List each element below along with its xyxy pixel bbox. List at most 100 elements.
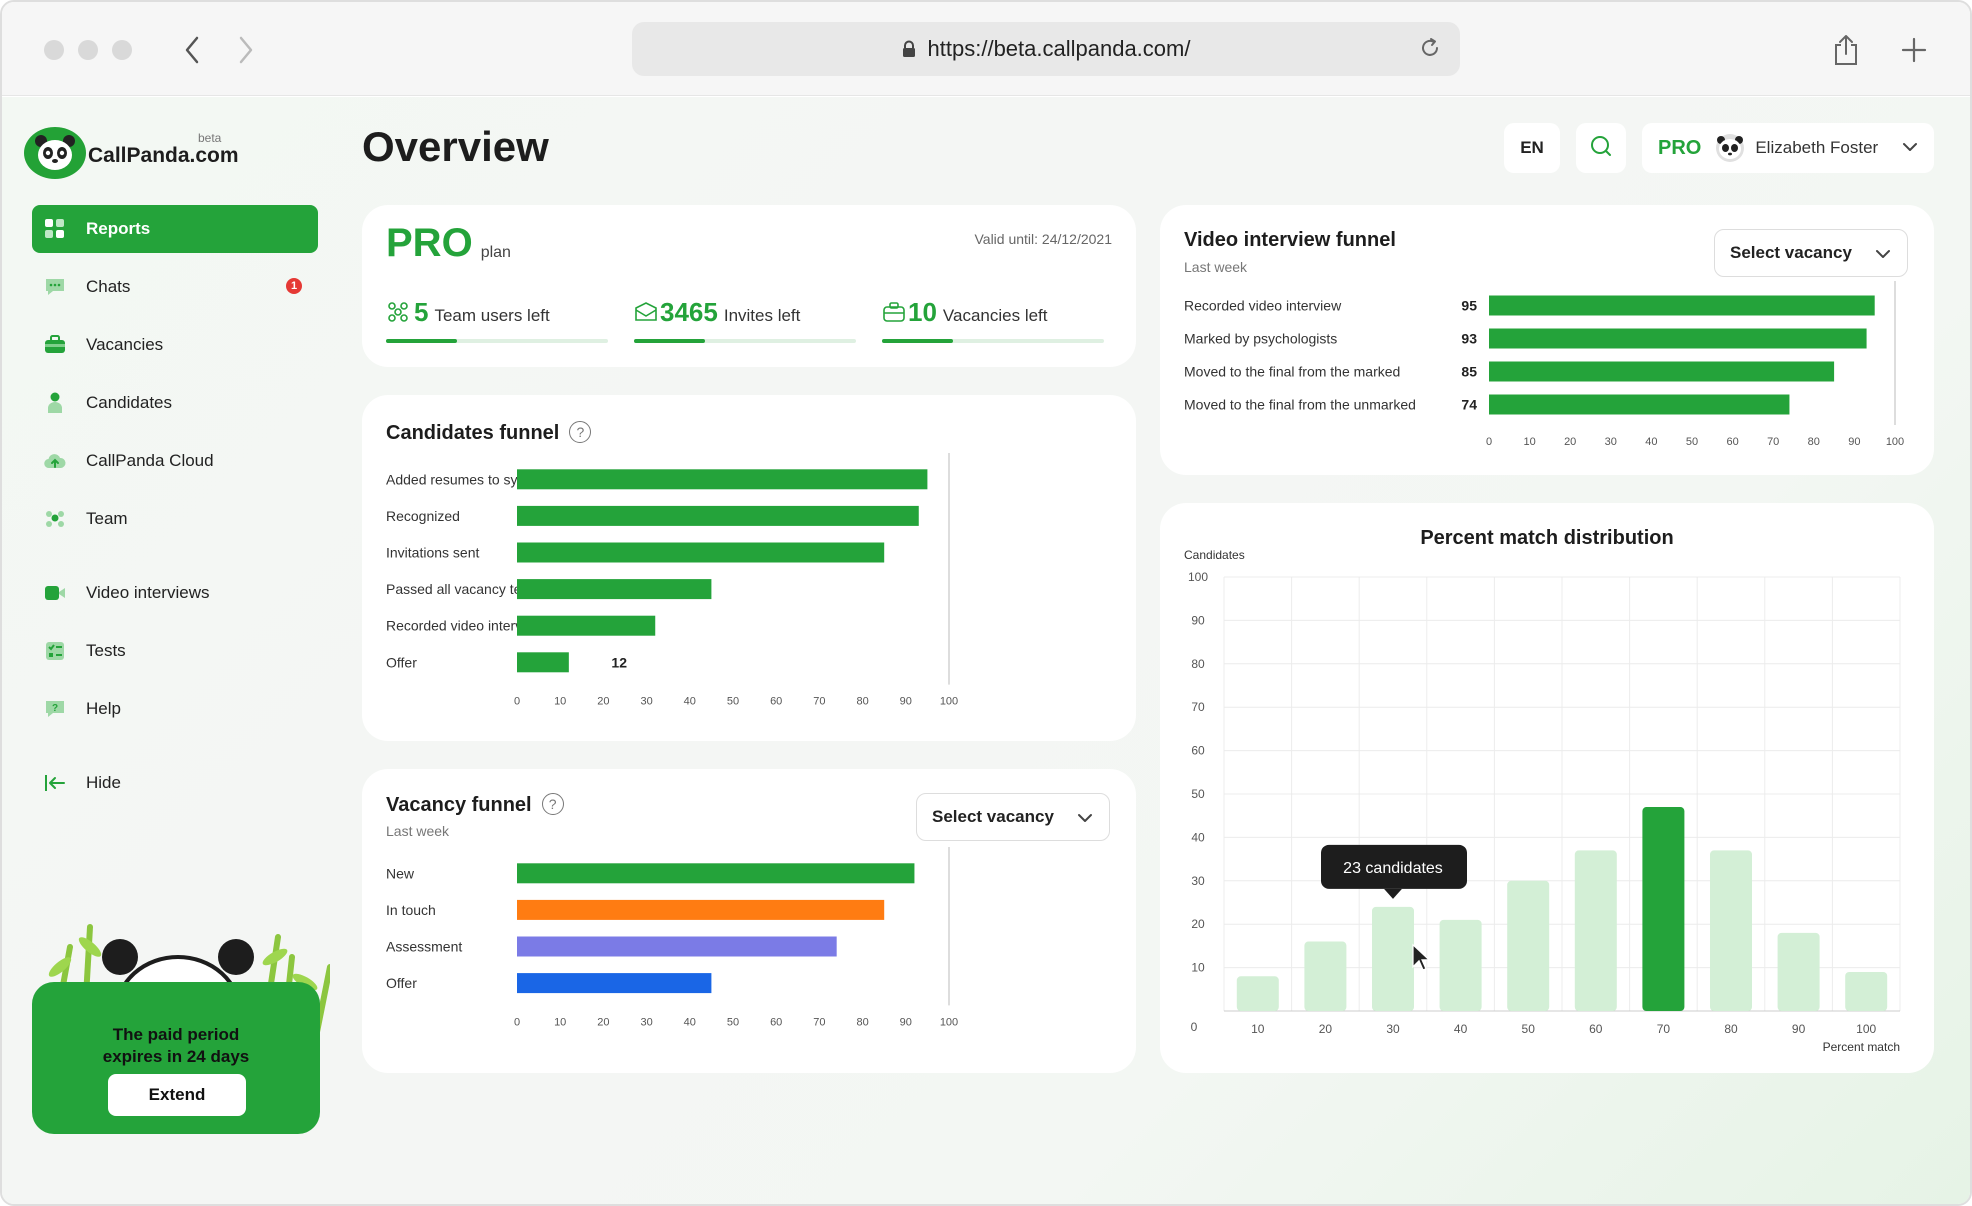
- forward-arrow-icon[interactable]: [226, 30, 266, 70]
- question-icon[interactable]: ?: [541, 793, 564, 815]
- x-tick-label: 80: [856, 696, 868, 708]
- sidebar-item-callpanda-cloud[interactable]: CallPanda Cloud: [32, 437, 318, 485]
- funnel-bar: [517, 579, 712, 600]
- x-tick-label: 10: [1251, 1022, 1265, 1036]
- x-tick-label: 60: [1589, 1022, 1603, 1036]
- lock-icon: [902, 40, 916, 58]
- category-label: Moved to the final from the marked: [1184, 364, 1400, 380]
- x-tick-label: 50: [1686, 436, 1698, 448]
- category-label: Assessment: [386, 939, 462, 955]
- y-tick-label: 10: [1191, 961, 1205, 975]
- sidebar-item-candidates[interactable]: Candidates: [32, 379, 318, 427]
- x-tick-label: 50: [727, 1016, 739, 1028]
- x-tick-label: 30: [640, 696, 652, 708]
- stat-progress: [634, 339, 856, 343]
- window-close-dot[interactable]: [44, 40, 64, 60]
- stat-value: 3465: [660, 297, 718, 327]
- x-tick-label: 90: [1848, 436, 1860, 448]
- distribution-bar: [1845, 971, 1888, 1011]
- funnel-bar: [517, 973, 712, 994]
- y-tick-label: 50: [1191, 787, 1205, 801]
- x-tick-label: 80: [856, 1016, 868, 1028]
- stat-progress-fill: [386, 339, 458, 343]
- x-tick-label: 80: [1724, 1022, 1738, 1036]
- back-arrow-icon[interactable]: [172, 30, 212, 70]
- percent-match-card: Percent match distribution Candidates Per…: [1160, 503, 1934, 1073]
- x-tick-label: 20: [1319, 1022, 1333, 1036]
- user-name: Elizabeth Foster: [1755, 138, 1879, 157]
- candidates-funnel-card: Candidates funnel? 0 10 20 30 40 50 60 70 80 90 10…: [362, 395, 1136, 741]
- address-bar[interactable]: https://beta.callpanda.com/: [632, 22, 1460, 76]
- app-area: CallPanda.com beta Reports Chats 1 Vacan…: [2, 97, 1970, 1204]
- team-users-stat: 5 Team users left: [386, 297, 608, 343]
- x-tick-label: 70: [1657, 1022, 1671, 1036]
- reload-icon[interactable]: [1418, 36, 1442, 66]
- card-title: Vacancy funnel?: [386, 793, 564, 817]
- stat-value: 5: [414, 297, 429, 327]
- user-menu[interactable]: PRO Elizabeth Foster: [1642, 123, 1934, 173]
- x-tick-label: 10: [554, 696, 566, 708]
- plan-valid-until: Valid until: 24/12/2021: [974, 231, 1112, 247]
- beta-tag: beta: [198, 131, 222, 145]
- y-tick-label: 20: [1191, 917, 1205, 931]
- x-tick-label: 60: [770, 696, 782, 708]
- x-tick-label: 20: [597, 1016, 609, 1028]
- extend-button[interactable]: Extend: [108, 1074, 246, 1116]
- x-tick-label: 80: [1808, 436, 1820, 448]
- sidebar-item-vacancies[interactable]: Vacancies: [32, 321, 318, 369]
- tooltip-text: 23 candidates: [1343, 860, 1443, 877]
- x-tick-label: 100: [940, 696, 958, 708]
- collapse-icon: [44, 772, 66, 794]
- window-maximize-dot[interactable]: [112, 40, 132, 60]
- x-tick-label: 10: [554, 1016, 566, 1028]
- sidebar-item-team[interactable]: Team: [32, 495, 318, 543]
- card-title: Candidates funnel?: [386, 421, 592, 445]
- card-title: Percent match distribution: [1420, 527, 1674, 549]
- window-minimize-dot[interactable]: [78, 40, 98, 60]
- category-label: Moved to the final from the unmarked: [1184, 397, 1416, 413]
- cloud-icon: [44, 450, 66, 472]
- category-label: Passed all vacancy tests: [386, 581, 539, 597]
- unread-badge: 1: [286, 278, 302, 294]
- sidebar-hide-button[interactable]: Hide: [32, 759, 318, 807]
- share-icon[interactable]: [1824, 28, 1868, 72]
- x-tick-label: 30: [1605, 436, 1617, 448]
- x-tick-label: 60: [1726, 436, 1738, 448]
- stat-value: 10: [908, 297, 937, 327]
- funnel-bar: [1489, 361, 1835, 382]
- plan-name: PRO: [386, 221, 473, 265]
- y-tick-label: 30: [1191, 874, 1205, 888]
- envelope-icon: [634, 301, 658, 328]
- category-label: Offer: [386, 975, 417, 991]
- reports-icon: [44, 218, 66, 240]
- sidebar-item-tests[interactable]: Tests: [32, 627, 318, 675]
- sidebar-item-chats[interactable]: Chats 1: [32, 263, 318, 311]
- x-tick-label: 50: [1522, 1022, 1536, 1036]
- x-tick-label: 0: [1486, 436, 1492, 448]
- brand-name: CallPanda.com: [88, 144, 239, 167]
- select-label: Select vacancy: [932, 807, 1054, 826]
- sidebar-item-help[interactable]: ? Help: [32, 685, 318, 733]
- select-vacancy-dropdown[interactable]: Select vacancy: [1714, 229, 1908, 277]
- search-button[interactable]: [1576, 123, 1626, 173]
- stat-progress-fill: [634, 339, 706, 343]
- person-icon: [44, 392, 66, 414]
- brand-logo[interactable]: CallPanda.com: [24, 127, 239, 179]
- category-label: Invitations sent: [386, 545, 479, 561]
- x-tick-label: 20: [597, 696, 609, 708]
- plan-card: PRO plan Valid until: 24/12/2021 5 Team u…: [362, 205, 1136, 367]
- new-tab-plus-icon[interactable]: [1892, 28, 1936, 72]
- language-button[interactable]: EN: [1504, 123, 1560, 173]
- y-tick-label: 90: [1191, 613, 1205, 627]
- briefcase-icon: [44, 334, 66, 356]
- sidebar-item-reports[interactable]: Reports: [32, 205, 318, 253]
- team-icon: [44, 508, 66, 530]
- sidebar-item-video-interviews[interactable]: Video interviews: [32, 569, 318, 617]
- question-icon[interactable]: ?: [569, 421, 592, 443]
- mouse-cursor-icon: [1412, 943, 1431, 971]
- x-tick-label: 10: [1523, 436, 1535, 448]
- select-vacancy-dropdown[interactable]: Select vacancy: [916, 793, 1110, 841]
- x-tick-label: 0: [514, 696, 520, 708]
- chat-icon: [44, 276, 66, 298]
- avatar: [1715, 133, 1745, 163]
